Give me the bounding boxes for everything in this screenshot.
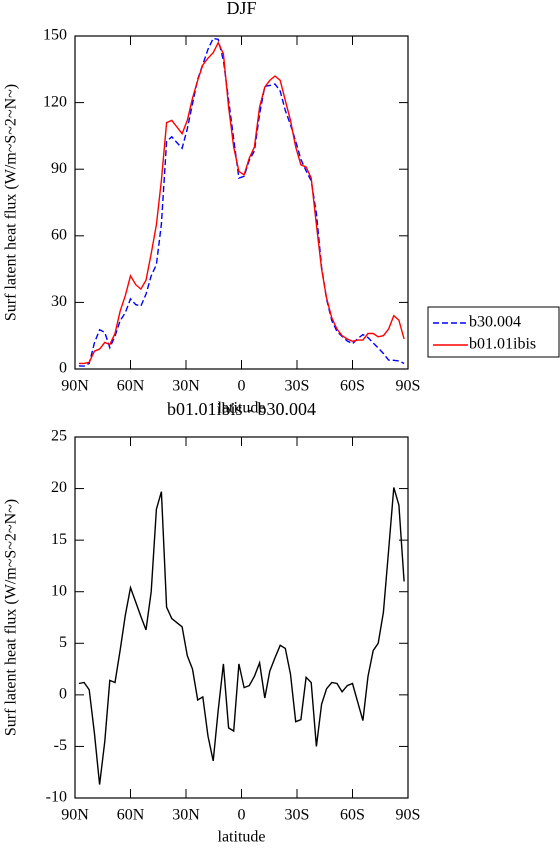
x-tick-label: 30N	[172, 807, 200, 824]
x-tick-label: 60S	[340, 807, 365, 824]
legend-box	[427, 306, 560, 358]
y-axis-label: Surf latent heat flux (W/m~S~2~N~)	[3, 499, 20, 736]
x-tick-label: 0	[238, 378, 246, 395]
y-tick-label: 5	[59, 634, 67, 651]
y-tick-label: -5	[54, 737, 67, 754]
data-line	[78, 41, 405, 365]
y-tick-label: 20	[51, 479, 67, 496]
data-line	[78, 487, 405, 785]
y-tick-label: 15	[51, 531, 67, 548]
y-tick-label: 150	[43, 27, 67, 44]
x-tick-label: 0	[238, 807, 246, 824]
x-tick-label: 60N	[117, 378, 145, 395]
x-tick-label: 90N	[61, 807, 89, 824]
x-tick-label: 30S	[285, 807, 310, 824]
chart-title: b01.01ibis - b30.004	[167, 399, 316, 419]
x-tick-label: 90S	[396, 807, 421, 824]
x-tick-label: 30N	[172, 378, 200, 395]
y-tick-label: 25	[51, 428, 67, 445]
y-tick-label: 0	[59, 360, 67, 377]
y-tick-label: 0	[59, 686, 67, 703]
x-tick-label: 90N	[61, 378, 89, 395]
y-tick-label: 120	[43, 93, 67, 110]
y-tick-label: 30	[51, 293, 67, 310]
y-tick-label: 10	[51, 582, 67, 599]
x-tick-label: 60S	[340, 378, 365, 395]
x-tick-label: 90S	[396, 378, 421, 395]
data-line	[78, 37, 405, 367]
x-tick-label: 30S	[285, 378, 310, 395]
chart-title: DJF	[226, 0, 256, 18]
legend-label: b30.004	[469, 314, 521, 331]
x-tick-label: 60N	[117, 807, 145, 824]
plot-frame	[74, 436, 409, 799]
y-tick-label: 90	[51, 160, 67, 177]
legend-label: b01.01ibis	[469, 336, 536, 353]
y-tick-label: -10	[46, 789, 67, 806]
x-axis-label: latitude	[218, 829, 266, 846]
plot-frame	[74, 35, 409, 370]
x-axis-label: latitude	[218, 400, 266, 417]
y-axis-label: Surf latent heat flux (W/m~S~2~N~)	[3, 84, 20, 321]
y-tick-label: 60	[51, 226, 67, 243]
